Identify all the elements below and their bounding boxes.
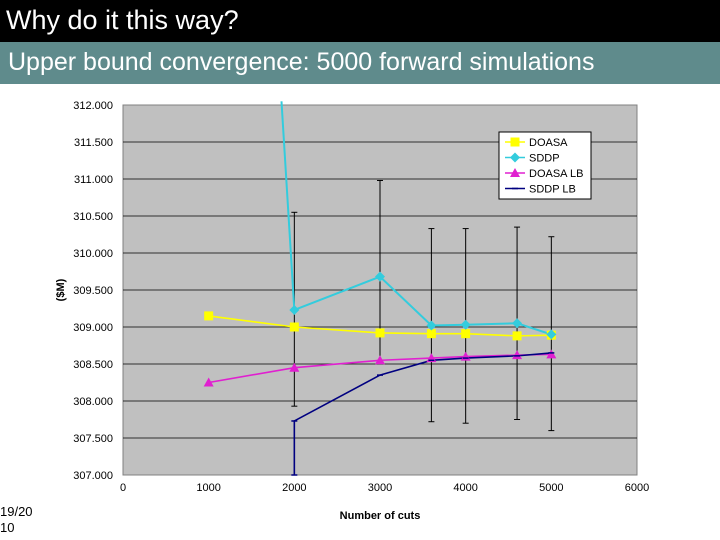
data-point-doasa-lb [512, 350, 523, 360]
y-tick-label: 309.500 [73, 285, 113, 297]
data-point-sddp [546, 329, 557, 340]
y-tick-label: 311.000 [74, 174, 113, 186]
y-tick-label: 307.500 [73, 433, 113, 445]
x-tick-label: 0 [120, 482, 126, 494]
data-point-doasa [426, 329, 436, 339]
slide-date: 19/20 10 [0, 504, 40, 536]
slide-title-bar: Why do it this way? [0, 0, 720, 42]
data-point-sddp [512, 318, 523, 329]
data-point-doasa-lb [203, 377, 214, 387]
legend-label-sddp: SDDP [529, 153, 560, 165]
data-point-sddp [460, 319, 471, 330]
y-tick-label: 308.500 [73, 359, 113, 371]
data-point-doasa [461, 329, 471, 339]
x-tick-label: 6000 [625, 482, 649, 494]
y-tick-label: 308.000 [73, 396, 113, 408]
slide-title: Why do it this way? [6, 5, 239, 35]
y-axis-label: ($M) [55, 278, 67, 301]
x-tick-label: 3000 [368, 482, 392, 494]
convergence-chart: 307.000 307.500 308.000 308.500 309.000 309.5… [55, 100, 649, 522]
data-point-doasa-lb [375, 355, 385, 365]
data-point-doasa [289, 322, 299, 332]
legend-marker-doasa-lb [510, 168, 520, 177]
x-axis-label: Number of cuts [340, 510, 421, 522]
x-tick-label: 5000 [539, 482, 563, 494]
legend-label-doasa: DOASA [529, 137, 568, 149]
date-line-2: 10 [0, 520, 15, 535]
x-tick-label: 2000 [282, 482, 306, 494]
y-tick-label: 309.000 [73, 322, 113, 334]
data-point-doasa [375, 328, 385, 338]
x-tick-label: 1000 [196, 482, 220, 494]
data-point-doasa [204, 311, 214, 321]
data-point-sddp [375, 271, 385, 282]
data-point-doasa-lb [289, 362, 300, 372]
slide-subtitle-bar: Upper bound convergence: 5000 forward si… [0, 42, 720, 84]
legend-marker-doasa [510, 137, 520, 147]
slide-subtitle: Upper bound convergence: 5000 forward si… [8, 48, 595, 76]
y-tick-label: 310.500 [73, 211, 113, 223]
date-line-1: 19/20 [0, 504, 33, 519]
data-point-doasa [512, 331, 522, 341]
x-tick-labels: 0 1000 2000 3000 4000 5000 6000 [120, 482, 649, 494]
data-point-sddp [426, 320, 437, 331]
y-tick-label: 310.000 [73, 248, 113, 260]
y-tick-label: 311.500 [74, 137, 113, 149]
x-tick-label: 4000 [453, 482, 477, 494]
legend-label-sddp-lb: SDDP LB [529, 184, 576, 196]
legend-label-doasa-lb: DOASA LB [529, 168, 583, 180]
y-tick-labels: 307.000 307.500 308.000 308.500 309.000 309.5… [73, 100, 113, 482]
y-tick-label: 312.000 [73, 100, 113, 112]
legend: DOASA SDDP DOASA LB SDDP LB [498, 131, 592, 200]
data-point-sddp [289, 304, 300, 315]
y-tick-label: 307.000 [73, 470, 113, 482]
series-markers [203, 271, 557, 476]
data-point-doasa-lb [546, 349, 557, 359]
legend-marker-sddp [510, 152, 520, 163]
